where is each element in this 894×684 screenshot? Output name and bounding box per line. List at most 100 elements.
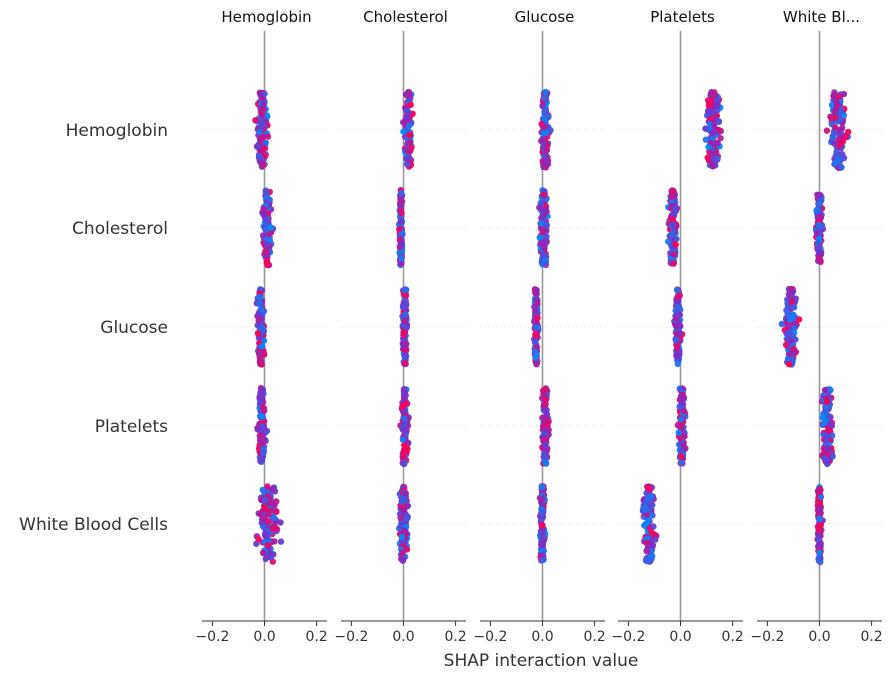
data-point [713, 97, 721, 104]
data-point [542, 222, 549, 230]
data-point [821, 454, 828, 462]
data-point [712, 150, 719, 157]
data-point [816, 515, 823, 523]
data-point [541, 418, 548, 425]
data-point [830, 92, 837, 100]
data-point [532, 354, 539, 361]
data-point [815, 527, 823, 534]
data-point [643, 539, 650, 546]
data-point [778, 320, 785, 328]
data-point [540, 241, 547, 249]
data-point [827, 421, 834, 429]
data-point [670, 251, 678, 258]
data-point [258, 325, 265, 332]
data-point [254, 424, 261, 432]
data-point [815, 242, 822, 249]
data-point [405, 154, 412, 161]
data-point [845, 128, 852, 136]
data-point [262, 152, 269, 160]
data-point [674, 304, 682, 311]
data-point [677, 392, 685, 400]
data-point [539, 522, 546, 529]
data-point [815, 191, 823, 199]
data-point [260, 211, 267, 218]
data-point [673, 235, 680, 243]
data-point [704, 154, 711, 161]
data-point [669, 216, 677, 224]
column-title: Glucose [515, 8, 575, 26]
data-point [261, 504, 268, 511]
data-point [398, 209, 405, 217]
data-point [824, 445, 831, 452]
data-point [816, 549, 823, 556]
data-point [827, 386, 834, 394]
data-point [400, 401, 407, 409]
data-point [398, 189, 405, 197]
data-point [256, 294, 264, 301]
data-point [542, 459, 549, 466]
data-point [823, 127, 831, 134]
data-point [669, 192, 676, 199]
data-point [674, 345, 681, 352]
data-point [705, 101, 713, 109]
data-point [673, 310, 681, 318]
data-point [397, 201, 404, 208]
data-point [543, 411, 551, 418]
data-point [400, 460, 407, 467]
data-point [815, 255, 822, 263]
data-point [789, 288, 797, 295]
data-point [405, 122, 413, 129]
data-point [815, 235, 822, 242]
data-point [533, 289, 540, 296]
data-point [647, 554, 654, 561]
data-point [396, 225, 403, 233]
data-point [532, 324, 540, 331]
data-point [261, 145, 269, 152]
data-point [399, 538, 406, 546]
data-point [820, 420, 827, 428]
data-point [260, 351, 268, 358]
data-point [406, 139, 413, 146]
data-point [542, 441, 549, 449]
data-point [829, 432, 836, 439]
data-point [258, 111, 266, 118]
data-point [263, 249, 271, 256]
data-point [835, 136, 842, 143]
data-point [787, 350, 794, 357]
data-point [533, 315, 541, 322]
data-point [833, 102, 840, 109]
data-point [539, 483, 546, 491]
data-point [680, 442, 687, 449]
data-point [258, 106, 265, 113]
data-point [542, 257, 549, 264]
data-point [669, 221, 677, 228]
data-point [262, 226, 269, 233]
data-point [397, 514, 404, 521]
column-title: Platelets [650, 8, 715, 26]
data-point [717, 135, 724, 142]
data-point [401, 415, 408, 422]
data-point [678, 416, 685, 423]
data-point [788, 297, 795, 305]
data-point [401, 343, 408, 350]
data-point [828, 101, 836, 109]
data-point [790, 304, 798, 311]
data-point [260, 450, 267, 457]
data-point [277, 538, 285, 545]
data-point [260, 515, 267, 522]
data-point [264, 133, 272, 140]
data-point [402, 392, 409, 399]
data-point [665, 238, 672, 245]
data-point [820, 450, 828, 457]
data-point [713, 112, 721, 120]
data-point [652, 536, 659, 543]
data-point [714, 139, 721, 147]
data-point [533, 360, 540, 367]
data-point [711, 120, 718, 128]
data-point [256, 358, 264, 365]
data-point [823, 436, 830, 443]
data-point [816, 554, 824, 561]
data-point [817, 493, 824, 501]
data-point [531, 338, 539, 345]
data-point [817, 540, 824, 547]
